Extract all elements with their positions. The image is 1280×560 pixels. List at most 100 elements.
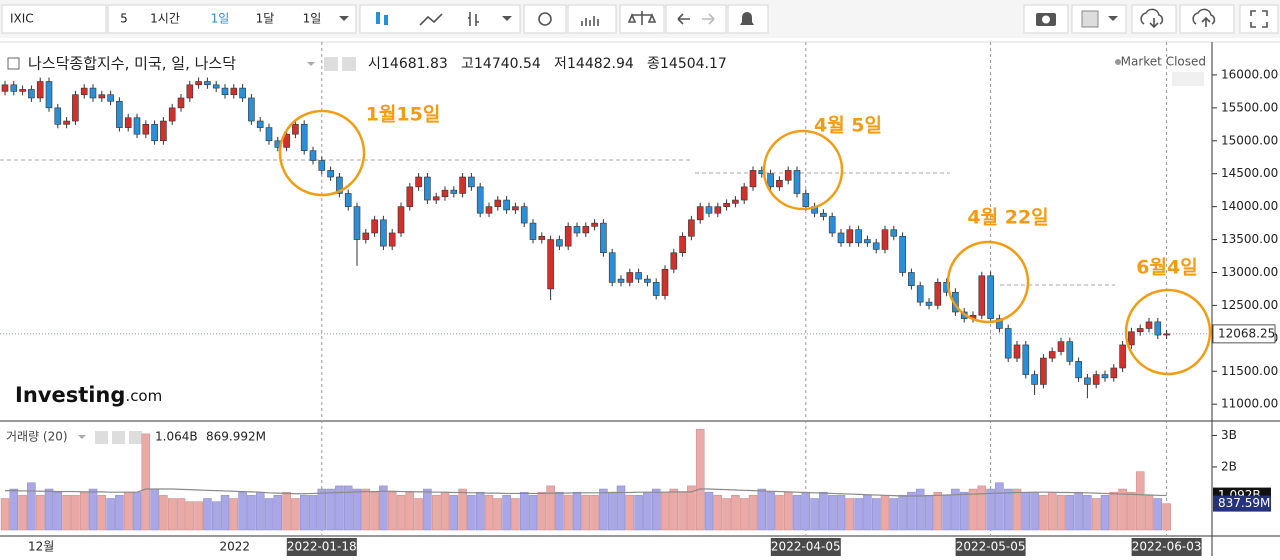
volume-bar <box>977 485 987 531</box>
redo-icon[interactable] <box>702 13 715 25</box>
dropdown-arrow[interactable] <box>307 62 315 66</box>
candle-body <box>160 120 167 142</box>
candle-body <box>494 199 502 207</box>
settings-icon[interactable] <box>342 57 356 71</box>
candle-body <box>934 282 942 306</box>
candle-body <box>28 89 35 99</box>
candle-body <box>142 124 150 135</box>
volume-bar <box>379 485 388 531</box>
date-box <box>955 538 1026 556</box>
volume-bar <box>0 498 10 531</box>
candle-body <box>899 235 906 273</box>
volume-bar <box>722 498 731 531</box>
volume-bar <box>713 495 723 531</box>
candle-icon[interactable] <box>376 12 388 25</box>
line-icon[interactable] <box>419 13 443 26</box>
volume-bar <box>1074 491 1083 531</box>
candle-body <box>1048 351 1056 359</box>
load-icon[interactable] <box>1140 8 1164 29</box>
volume-bar <box>159 495 168 531</box>
save-icon[interactable] <box>1192 8 1216 27</box>
volume-bar <box>739 498 749 531</box>
checkbox[interactable] <box>7 57 20 70</box>
volume-bar <box>1083 495 1092 531</box>
volume-bar <box>493 498 503 531</box>
color-swatch[interactable] <box>1081 10 1099 28</box>
indicator-icon[interactable] <box>581 16 599 26</box>
pane-controls[interactable] <box>1172 72 1204 86</box>
interval-button[interactable]: 1일 <box>303 12 322 26</box>
volume-bar <box>27 482 36 531</box>
settings-icon[interactable] <box>538 12 552 26</box>
dropdown-arrow[interactable] <box>339 16 349 21</box>
volume-bar <box>167 498 177 531</box>
undo-redo-box <box>665 4 727 34</box>
compare-icon[interactable] <box>627 11 657 25</box>
candle-body <box>547 239 554 290</box>
interval-button[interactable]: 1달 <box>256 12 275 26</box>
fullscreen-box[interactable] <box>1239 4 1279 34</box>
alert-icon[interactable] <box>740 12 754 25</box>
volume-bar <box>616 485 626 531</box>
interval-button[interactable]: 1일 <box>211 12 230 26</box>
candle-body <box>652 282 660 296</box>
dropdown-arrow[interactable] <box>78 435 86 439</box>
ohlc-value: 14482.94 <box>567 56 634 72</box>
dropdown-arrow[interactable] <box>1108 16 1118 21</box>
y-tick-label: 16000.00 <box>1221 67 1278 81</box>
candle-body <box>855 229 862 244</box>
candle-body <box>1154 321 1162 336</box>
volume-bar <box>643 491 652 531</box>
indicator-box[interactable] <box>567 4 617 34</box>
candle-body <box>1066 341 1074 362</box>
candle-body <box>820 212 827 217</box>
dropdown-arrow[interactable] <box>502 16 512 21</box>
candle-body <box>459 176 466 194</box>
candle-body <box>239 87 246 99</box>
x-tick-label: 2022 <box>220 540 251 554</box>
candle-body <box>617 278 625 283</box>
volume-bar <box>203 498 212 531</box>
close-icon[interactable] <box>129 431 142 444</box>
y-tick-label: 13000.00 <box>1221 265 1278 279</box>
interval-button[interactable]: 5 <box>120 12 128 26</box>
volume-bar <box>942 495 951 531</box>
status-dot <box>1115 59 1121 65</box>
volume-bar <box>951 488 960 531</box>
volume-bar <box>933 491 943 531</box>
volume-bar <box>625 495 635 531</box>
volume-bar <box>836 495 846 531</box>
volume-bar <box>810 498 819 531</box>
logo: Investing.com <box>15 383 162 407</box>
eye-icon[interactable] <box>324 57 338 71</box>
symbol-box[interactable] <box>1 4 107 34</box>
volume-ma-line <box>5 488 1167 497</box>
candle-body <box>124 117 132 128</box>
candle-body <box>327 170 334 178</box>
chart-title: 나스닥종합지수, 미국, 일, 나스닥 <box>28 55 236 73</box>
undo-icon[interactable] <box>677 13 690 25</box>
volume-bar <box>537 491 547 531</box>
volume-bar <box>748 495 758 531</box>
color-box[interactable] <box>1071 4 1127 34</box>
volume-bar <box>845 498 855 531</box>
volume-title: 거래량 (20) <box>6 430 68 444</box>
volume-bar <box>1047 491 1057 531</box>
volume-bar <box>273 495 283 531</box>
x-tick-label: 2022-04-05 <box>771 540 841 554</box>
fullscreen-icon[interactable] <box>1250 10 1268 28</box>
annotation-circle <box>946 240 1030 324</box>
settings-icon[interactable] <box>112 431 125 444</box>
bar-icon[interactable] <box>468 12 479 26</box>
ohlc-label: 종 <box>647 56 660 72</box>
candle-body <box>441 189 449 198</box>
volume-bar <box>88 488 98 531</box>
interval-button[interactable]: 1시간 <box>150 12 180 26</box>
candle-body <box>714 206 722 214</box>
candle-body <box>485 206 493 214</box>
settings-box[interactable] <box>523 4 567 34</box>
candle-body <box>881 229 889 250</box>
candle-body <box>415 176 422 188</box>
eye-icon[interactable] <box>95 431 108 444</box>
volume-bar <box>431 495 441 531</box>
